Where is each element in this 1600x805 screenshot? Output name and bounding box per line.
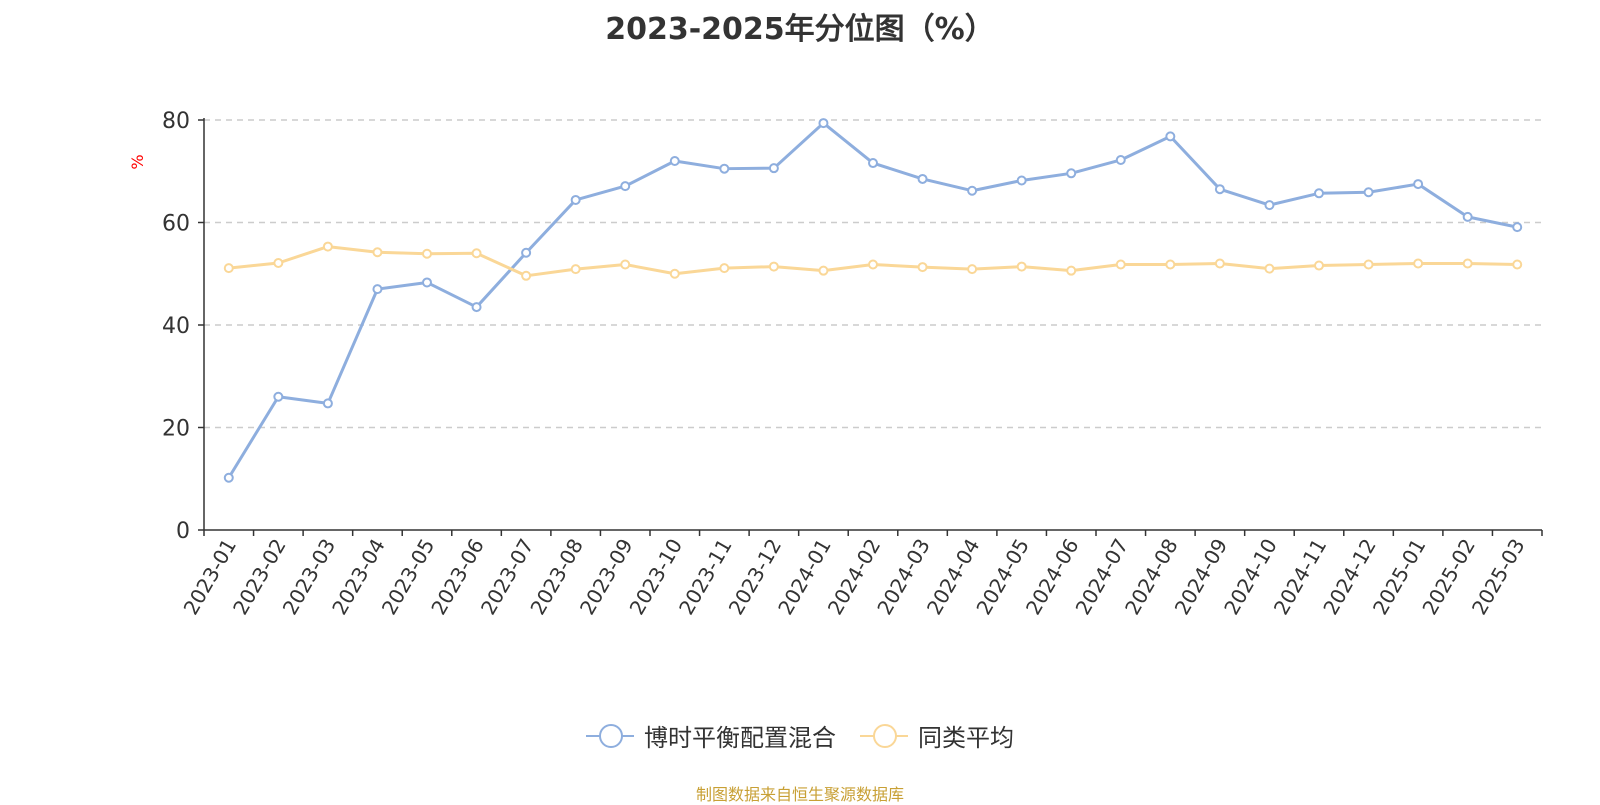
data-point [570, 264, 581, 275]
legend-series-2-swatch [860, 723, 908, 749]
y-tick-label: 40 [162, 314, 190, 339]
data-point [1016, 261, 1027, 272]
data-point [1165, 131, 1176, 142]
y-tick-label: 60 [162, 212, 190, 237]
data-point [620, 181, 631, 192]
y-tick-label: 0 [176, 519, 190, 544]
series-1 [223, 118, 1523, 483]
data-point [1066, 168, 1077, 179]
source-note: 制图数据来自恒生聚源数据库 [695, 785, 904, 804]
data-point [372, 284, 383, 295]
data-point [669, 268, 680, 279]
data-point [1363, 259, 1374, 270]
data-point [422, 248, 432, 259]
series-layer [223, 118, 1523, 483]
data-point [818, 265, 829, 276]
series-2 [223, 241, 1523, 281]
data-point [917, 262, 928, 273]
data-point [1214, 258, 1225, 269]
y-axis-label: % [128, 154, 147, 169]
data-point [967, 264, 978, 275]
y-tick-label: 80 [162, 109, 190, 134]
data-point [719, 163, 730, 174]
data-point [669, 156, 680, 166]
data-point [1314, 260, 1324, 271]
data-point [1264, 200, 1275, 211]
y-tick-label: 20 [162, 417, 190, 442]
data-point [1462, 258, 1473, 269]
data-point [1115, 154, 1126, 165]
data-point [1016, 175, 1027, 186]
data-point [1413, 179, 1424, 190]
data-point [719, 263, 730, 274]
data-point [868, 158, 878, 169]
data-point [322, 398, 333, 409]
data-point [1066, 265, 1077, 276]
data-point [1314, 188, 1324, 199]
data-point [521, 270, 532, 281]
data-point [322, 241, 333, 252]
data-point [1115, 259, 1126, 270]
legend-series-2-label: 同类平均 [918, 724, 1014, 752]
data-point [372, 247, 383, 258]
legend-item-series-1[interactable]: 博时平衡配置混合 [586, 718, 836, 753]
series-line [227, 121, 1519, 480]
data-point [1264, 263, 1275, 274]
legend-series-1-label: 博时平衡配置混合 [644, 724, 836, 752]
data-point [917, 173, 928, 184]
data-point [967, 185, 978, 196]
data-point [223, 263, 234, 274]
data-point [1512, 259, 1523, 270]
data-point [422, 277, 432, 288]
legend: 博时平衡配置混合 同类平均 [0, 718, 1600, 753]
chart-title: 2023-2025年分位图（%） [605, 12, 995, 47]
data-point [223, 472, 234, 483]
data-point [620, 259, 631, 270]
data-point [1165, 259, 1176, 270]
legend-series-1-swatch [586, 723, 634, 749]
data-point [1413, 258, 1424, 269]
axis-layer: 0204060802023-012023-022023-032023-04202… [162, 109, 1543, 619]
data-point [1462, 211, 1473, 222]
legend-item-series-2[interactable]: 同类平均 [860, 718, 1014, 753]
data-point [471, 302, 482, 313]
data-point [570, 194, 581, 205]
data-point [1363, 187, 1374, 198]
data-point [521, 247, 532, 258]
data-point [768, 261, 779, 272]
data-point [471, 248, 482, 259]
data-point [273, 257, 284, 268]
data-point [1512, 222, 1523, 233]
data-point [818, 118, 829, 129]
data-point [768, 163, 779, 174]
grid-layer [204, 119, 1542, 429]
data-point [273, 391, 284, 402]
data-point [868, 259, 878, 270]
data-point [1214, 184, 1225, 195]
